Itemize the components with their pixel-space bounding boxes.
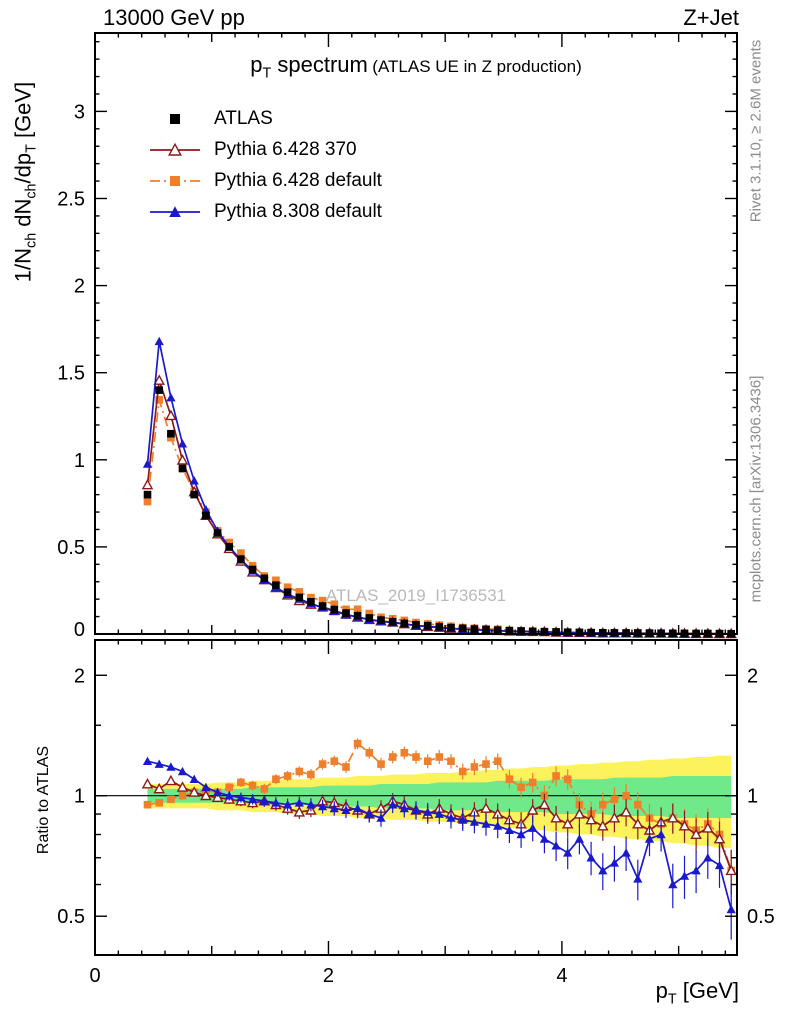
svg-text:3: 3 [74, 101, 85, 123]
svg-text:0.5: 0.5 [57, 537, 85, 559]
axes-frames [94, 32, 738, 956]
x-axis-label: pT [GeV] [655, 978, 739, 1008]
green-band [147, 776, 732, 818]
atlas-marker-icon [170, 113, 180, 124]
rivet-version-label: Rivet 3.1.10, ≥ 2.6M events [747, 39, 765, 223]
ratio-axis-label: Ratio to ATLAS [35, 745, 52, 855]
title-main: pT spectrum [250, 52, 368, 82]
svg-text:0.5: 0.5 [57, 906, 85, 928]
legend-item-pythia6-default: Pythia 6.428 default [148, 165, 382, 196]
pythia6-default-marker-icon [150, 175, 200, 186]
svg-text:2: 2 [74, 665, 85, 687]
svg-text:4: 4 [556, 965, 567, 987]
ratio-frame [94, 639, 738, 956]
legend-label: Pythia 6.428 default [214, 169, 382, 191]
legend-label: ATLAS [214, 107, 273, 129]
mcplots-credit-label: mcplots.cern.ch [arXiv:1306.3436] [747, 375, 765, 603]
svg-text:0.5: 0.5 [747, 906, 775, 928]
beam-energy-label: 13000 GeV pp [103, 5, 245, 30]
process-label: Z+Jet [683, 5, 739, 30]
svg-text:2: 2 [74, 276, 85, 298]
pythia6-370-marker-icon [150, 142, 200, 156]
legend-item-pythia6-370: Pythia 6.428 370 [148, 134, 382, 165]
pythia8-default-marker-icon [150, 205, 200, 217]
analysis-id-watermark: ATLAS_2019_I1736531 [325, 586, 507, 605]
title-note: (ATLAS UE in Z production) [372, 57, 582, 76]
y-axis-label: 1/Nch dNch/dpT [GeV] [10, 81, 40, 283]
main-frame [94, 32, 738, 635]
legend-label: Pythia 6.428 370 [214, 138, 357, 160]
plot-title: pT spectrum (ATLAS UE in Z production) [95, 52, 737, 81]
svg-text:0: 0 [74, 619, 85, 641]
axis-ticks [95, 33, 737, 955]
svg-text:2: 2 [323, 965, 334, 987]
svg-text:2: 2 [747, 665, 758, 687]
legend-item-atlas: ATLAS [148, 103, 382, 134]
svg-text:2.5: 2.5 [57, 188, 85, 210]
series-pythia-8-308-default [142, 336, 736, 940]
svg-text:1: 1 [74, 450, 85, 472]
legend-item-pythia8-default: Pythia 8.308 default [148, 196, 382, 227]
legend: ATLAS Pythia 6.428 370 Pythia 6.428 defa… [148, 103, 382, 227]
svg-text:1.5: 1.5 [57, 363, 85, 385]
legend-label: Pythia 8.308 default [214, 200, 382, 222]
svg-text:0: 0 [89, 965, 100, 987]
svg-text:1: 1 [74, 786, 85, 808]
tick-labels: 0 0.5 1 1.5 2 2.5 3 0.5 0.5 1 1 2 2 0 2 4 [57, 101, 775, 987]
svg-text:1: 1 [747, 786, 758, 808]
